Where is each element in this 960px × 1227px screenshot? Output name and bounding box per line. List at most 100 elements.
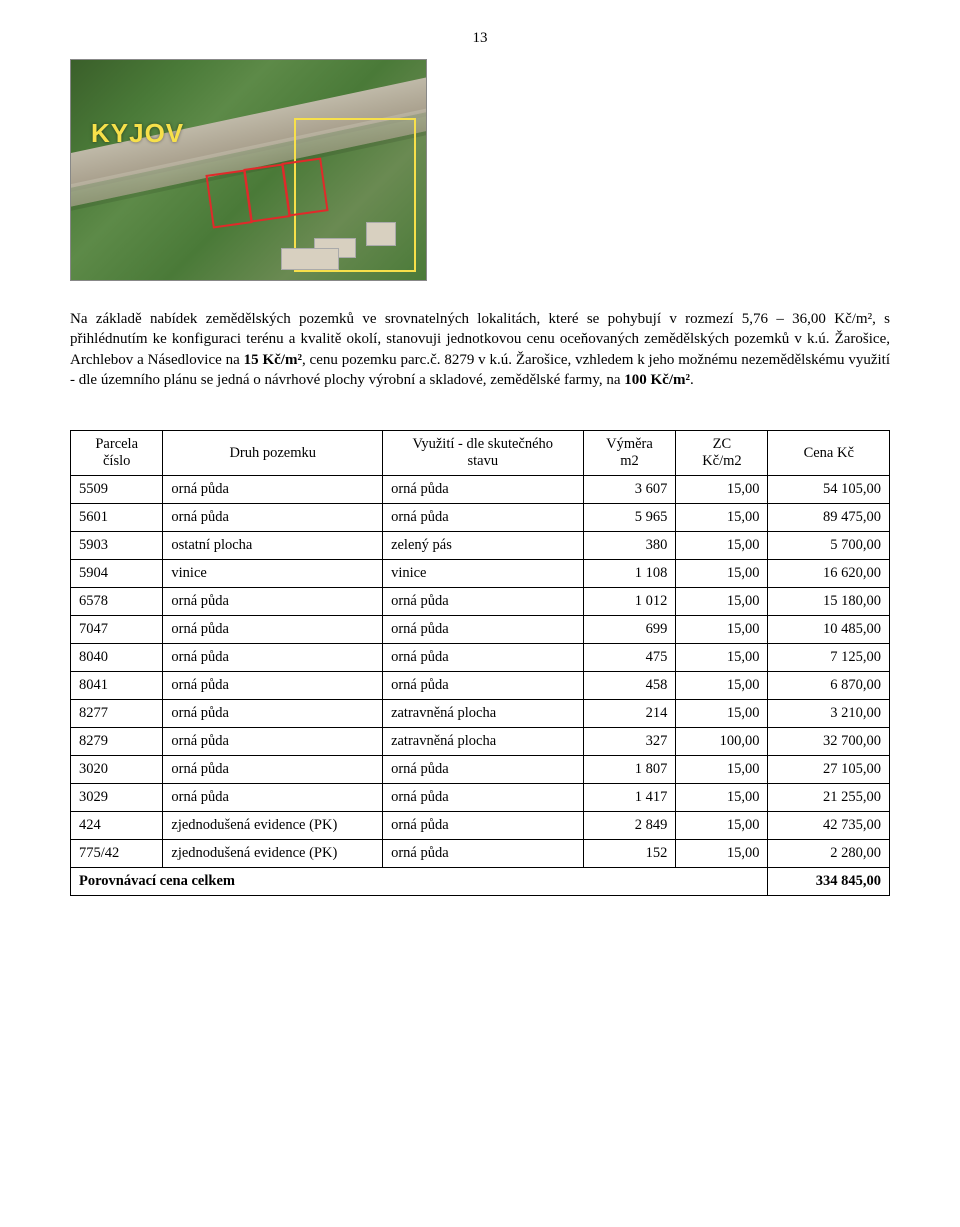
cell-parcela: 8279 bbox=[71, 728, 163, 756]
cell-druh: vinice bbox=[163, 560, 383, 588]
cell-cena: 42 735,00 bbox=[768, 812, 890, 840]
aerial-map: KYJOV bbox=[70, 59, 427, 281]
cell-zc: 15,00 bbox=[676, 812, 768, 840]
cell-vymera: 2 849 bbox=[583, 812, 676, 840]
cell-cena: 89 475,00 bbox=[768, 504, 890, 532]
cell-parcela: 424 bbox=[71, 812, 163, 840]
cell-cena: 27 105,00 bbox=[768, 756, 890, 784]
cell-cena: 6 870,00 bbox=[768, 672, 890, 700]
cell-vyuziti: orná půda bbox=[383, 840, 583, 868]
cell-druh: orná půda bbox=[163, 588, 383, 616]
table-header-row: Parcelačíslo Druh pozemku Využití - dle … bbox=[71, 431, 890, 476]
cell-druh: orná půda bbox=[163, 700, 383, 728]
cell-vyuziti: orná půda bbox=[383, 476, 583, 504]
cell-cena: 3 210,00 bbox=[768, 700, 890, 728]
th-vymera: Výměram2 bbox=[583, 431, 676, 476]
cell-cena: 2 280,00 bbox=[768, 840, 890, 868]
cell-vymera: 699 bbox=[583, 616, 676, 644]
table-row: 8277orná půdazatravněná plocha21415,003 … bbox=[71, 700, 890, 728]
cell-vyuziti: orná půda bbox=[383, 756, 583, 784]
cell-vymera: 327 bbox=[583, 728, 676, 756]
table-row: 5904vinicevinice1 10815,0016 620,00 bbox=[71, 560, 890, 588]
cell-cena: 5 700,00 bbox=[768, 532, 890, 560]
th-druh: Druh pozemku bbox=[163, 431, 383, 476]
map-label-kyjov: KYJOV bbox=[91, 118, 184, 149]
cell-zc: 15,00 bbox=[676, 756, 768, 784]
table-row: 5903ostatní plochazelený pás38015,005 70… bbox=[71, 532, 890, 560]
cell-cena: 32 700,00 bbox=[768, 728, 890, 756]
building-1 bbox=[366, 222, 396, 246]
cell-zc: 15,00 bbox=[676, 700, 768, 728]
cell-vymera: 3 607 bbox=[583, 476, 676, 504]
th-cena: Cena Kč bbox=[768, 431, 890, 476]
page-number: 13 bbox=[70, 30, 890, 47]
cell-vymera: 1 417 bbox=[583, 784, 676, 812]
table-row: 7047orná půdaorná půda69915,0010 485,00 bbox=[71, 616, 890, 644]
cell-druh: ostatní plocha bbox=[163, 532, 383, 560]
cell-parcela: 3029 bbox=[71, 784, 163, 812]
cell-vymera: 5 965 bbox=[583, 504, 676, 532]
cell-vymera: 1 012 bbox=[583, 588, 676, 616]
cell-cena: 15 180,00 bbox=[768, 588, 890, 616]
table-row: 3020orná půdaorná půda1 80715,0027 105,0… bbox=[71, 756, 890, 784]
cell-parcela: 6578 bbox=[71, 588, 163, 616]
cell-vymera: 152 bbox=[583, 840, 676, 868]
cell-cena: 54 105,00 bbox=[768, 476, 890, 504]
table-row: 3029orná půdaorná půda1 41715,0021 255,0… bbox=[71, 784, 890, 812]
cell-zc: 15,00 bbox=[676, 644, 768, 672]
cell-parcela: 5601 bbox=[71, 504, 163, 532]
cell-druh: orná půda bbox=[163, 644, 383, 672]
th-vyuziti: Využití - dle skutečnéhostavu bbox=[383, 431, 583, 476]
cell-vymera: 1 807 bbox=[583, 756, 676, 784]
cell-druh: orná půda bbox=[163, 616, 383, 644]
parcels-table: Parcelačíslo Druh pozemku Využití - dle … bbox=[70, 430, 890, 896]
cell-parcela: 775/42 bbox=[71, 840, 163, 868]
cell-zc: 15,00 bbox=[676, 560, 768, 588]
cell-parcela: 8041 bbox=[71, 672, 163, 700]
cell-parcela: 8040 bbox=[71, 644, 163, 672]
cell-druh: orná půda bbox=[163, 672, 383, 700]
cell-parcela: 5509 bbox=[71, 476, 163, 504]
cell-vyuziti: orná půda bbox=[383, 812, 583, 840]
cell-vyuziti: orná půda bbox=[383, 504, 583, 532]
th-parcela: Parcelačíslo bbox=[71, 431, 163, 476]
table-row: 5509orná půdaorná půda3 60715,0054 105,0… bbox=[71, 476, 890, 504]
cell-parcela: 5904 bbox=[71, 560, 163, 588]
cell-zc: 15,00 bbox=[676, 476, 768, 504]
cell-vyuziti: orná půda bbox=[383, 672, 583, 700]
cell-cena: 7 125,00 bbox=[768, 644, 890, 672]
cell-zc: 15,00 bbox=[676, 672, 768, 700]
cell-druh: orná půda bbox=[163, 756, 383, 784]
cell-druh: zjednodušená evidence (PK) bbox=[163, 812, 383, 840]
cell-zc: 15,00 bbox=[676, 532, 768, 560]
table-row: 8041orná půdaorná půda45815,006 870,00 bbox=[71, 672, 890, 700]
cell-cena: 16 620,00 bbox=[768, 560, 890, 588]
table-row: 6578orná půdaorná půda1 01215,0015 180,0… bbox=[71, 588, 890, 616]
cell-vyuziti: zelený pás bbox=[383, 532, 583, 560]
valuation-paragraph: Na základě nabídek zemědělských pozemků … bbox=[70, 309, 890, 390]
cell-vyuziti: zatravněná plocha bbox=[383, 728, 583, 756]
cell-zc: 15,00 bbox=[676, 840, 768, 868]
cell-cena: 21 255,00 bbox=[768, 784, 890, 812]
table-row: 775/42zjednodušená evidence (PK)orná půd… bbox=[71, 840, 890, 868]
cell-zc: 15,00 bbox=[676, 784, 768, 812]
table-row: 8279orná půdazatravněná plocha327100,003… bbox=[71, 728, 890, 756]
cell-vymera: 1 108 bbox=[583, 560, 676, 588]
cell-total-label: Porovnávací cena celkem bbox=[71, 868, 768, 896]
cell-druh: zjednodušená evidence (PK) bbox=[163, 840, 383, 868]
cell-zc: 15,00 bbox=[676, 616, 768, 644]
cell-druh: orná půda bbox=[163, 728, 383, 756]
table-row: 424zjednodušená evidence (PK)orná půda2 … bbox=[71, 812, 890, 840]
table-row: 5601orná půdaorná půda5 96515,0089 475,0… bbox=[71, 504, 890, 532]
cell-zc: 15,00 bbox=[676, 504, 768, 532]
cell-vyuziti: orná půda bbox=[383, 784, 583, 812]
building-3 bbox=[281, 248, 339, 270]
cell-cena: 10 485,00 bbox=[768, 616, 890, 644]
cell-vyuziti: zatravněná plocha bbox=[383, 700, 583, 728]
cell-parcela: 8277 bbox=[71, 700, 163, 728]
cell-vyuziti: vinice bbox=[383, 560, 583, 588]
cell-druh: orná půda bbox=[163, 504, 383, 532]
cell-parcela: 7047 bbox=[71, 616, 163, 644]
cell-vymera: 380 bbox=[583, 532, 676, 560]
cell-vymera: 214 bbox=[583, 700, 676, 728]
